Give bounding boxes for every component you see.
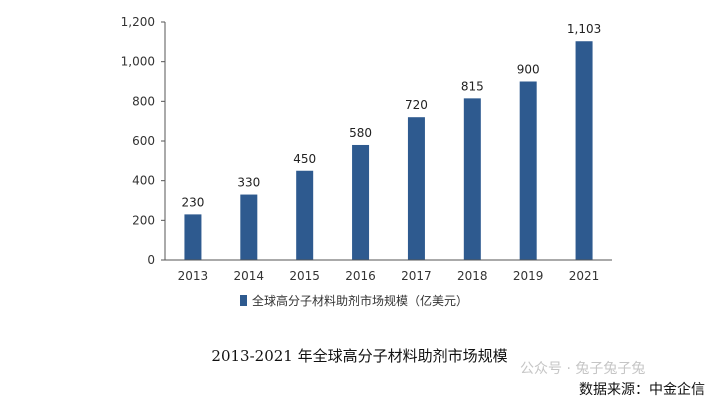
- x-tick-label: 2018: [457, 269, 488, 283]
- bar-2019: [519, 81, 537, 260]
- y-tick-label: 1,200: [121, 15, 155, 29]
- data-label-2019: 900: [517, 63, 540, 77]
- bar-2014: [240, 194, 258, 260]
- data-label-2013: 230: [181, 195, 204, 209]
- x-axis: 2013 2014 2015 2016 2017 2018 2019 2021: [165, 259, 612, 283]
- data-label-2015: 450: [293, 152, 316, 166]
- x-tick-label: 2013: [178, 269, 209, 283]
- bar-2016: [352, 144, 370, 260]
- legend: 全球高分子材料助剂市场规模（亿美元）: [240, 292, 468, 309]
- x-tick-label: 2015: [289, 269, 320, 283]
- x-tick-label: 2021: [569, 269, 600, 283]
- bar-2018: [463, 98, 481, 260]
- legend-swatch: [240, 295, 247, 306]
- watermark: 公众号 · 兔子兔子兔: [520, 361, 646, 377]
- bar-2013: [184, 214, 202, 260]
- y-axis: 0 200 400 600 800 1,000 1,200: [121, 15, 166, 267]
- x-tick-label: 2014: [234, 269, 265, 283]
- y-tick-label: 1,000: [121, 55, 155, 69]
- bar-2021: [575, 41, 593, 260]
- data-label-2021: 1,103: [567, 22, 601, 36]
- chart-caption: 2013-2021 年全球高分子材料助剂市场规模: [211, 347, 508, 365]
- bar-chart: 0 200 400 600 800 1,000 1,200 230 330 450 580 720 8…: [121, 15, 612, 283]
- bars: 230 330 450 580 720 815 900 1,103: [181, 22, 601, 260]
- x-tick-label: 2017: [401, 269, 432, 283]
- x-tick-label: 2016: [345, 269, 376, 283]
- y-tick-label: 600: [132, 134, 155, 148]
- data-label-2014: 330: [237, 176, 260, 190]
- y-tick-label: 200: [132, 213, 155, 227]
- data-label-2017: 720: [405, 98, 428, 112]
- y-tick-label: 400: [132, 174, 155, 188]
- data-label-2018: 815: [461, 79, 484, 93]
- source-note: 数据来源：中金企信: [579, 382, 705, 398]
- bar-2015: [296, 170, 314, 260]
- data-label-2016: 580: [349, 126, 372, 140]
- legend-label: 全球高分子材料助剂市场规模（亿美元）: [252, 294, 469, 308]
- x-tick-label: 2019: [513, 269, 544, 283]
- y-tick-label: 0: [147, 253, 155, 267]
- y-tick-label: 800: [132, 94, 155, 108]
- bar-2017: [407, 117, 425, 260]
